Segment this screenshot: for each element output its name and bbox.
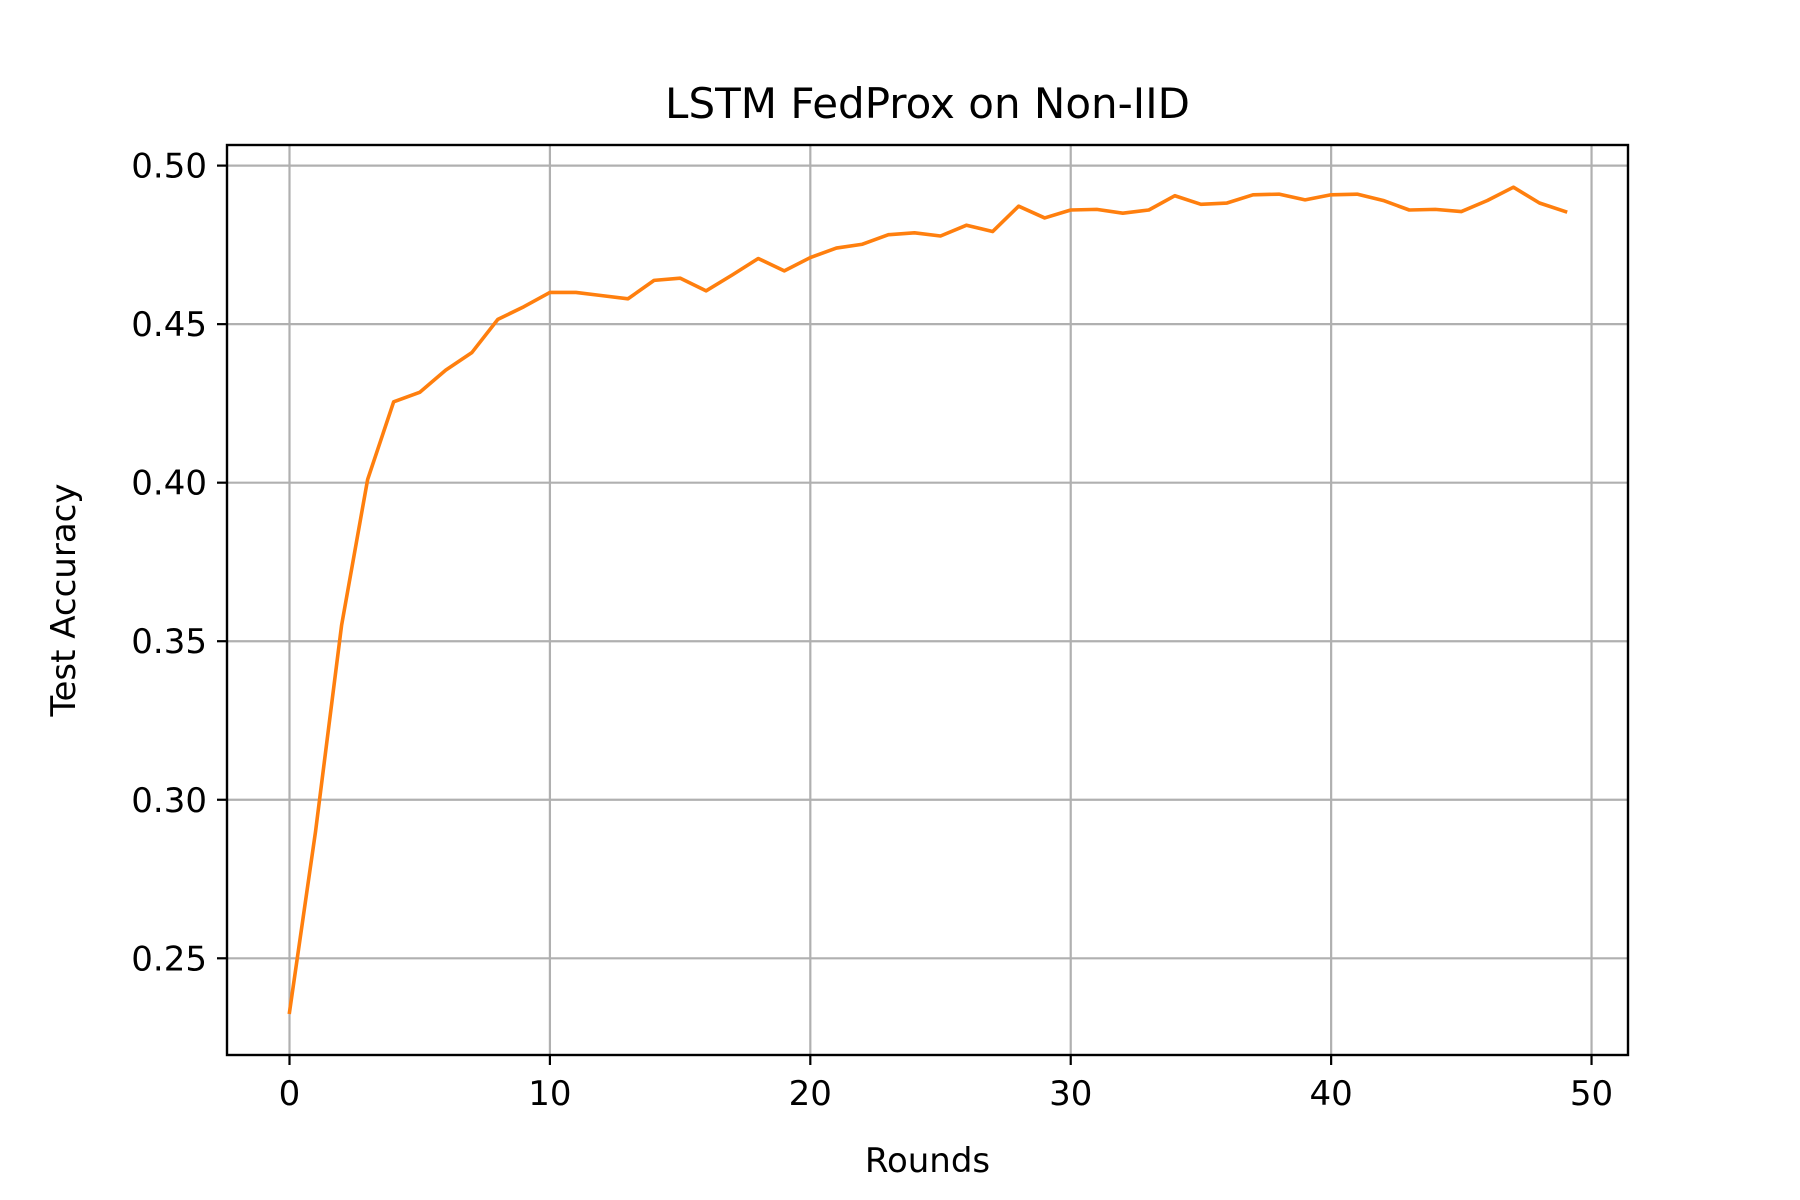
x-tick-label: 40 [1310, 1074, 1353, 1114]
y-tick-label: 0.25 [131, 939, 207, 979]
axis-ticks: 0 10 20 30 40 50 0.25 0.30 0.35 0.40 0.45 0.50 [131, 147, 1613, 1114]
series-layer [287, 185, 1568, 1015]
series-line [287, 185, 1568, 1015]
x-tick-label: 30 [1049, 1074, 1092, 1114]
y-tick-label: 0.50 [131, 147, 207, 187]
x-axis-label: Rounds [865, 1141, 990, 1181]
y-tick-label: 0.40 [131, 464, 207, 504]
x-tick-label: 10 [528, 1074, 571, 1114]
plot-frame [225, 143, 1630, 1057]
y-tick-label: 0.35 [131, 622, 207, 662]
y-axis-label: Test Accuracy [44, 484, 84, 718]
chart-title: LSTM FedProx on Non-IID [665, 79, 1190, 128]
x-tick-label: 0 [279, 1074, 301, 1114]
y-tick-label: 0.30 [131, 781, 207, 821]
grid-lines [227, 145, 1628, 1055]
x-tick-label: 20 [789, 1074, 832, 1114]
x-tick-label: 50 [1570, 1074, 1613, 1114]
y-tick-label: 0.45 [131, 305, 207, 345]
